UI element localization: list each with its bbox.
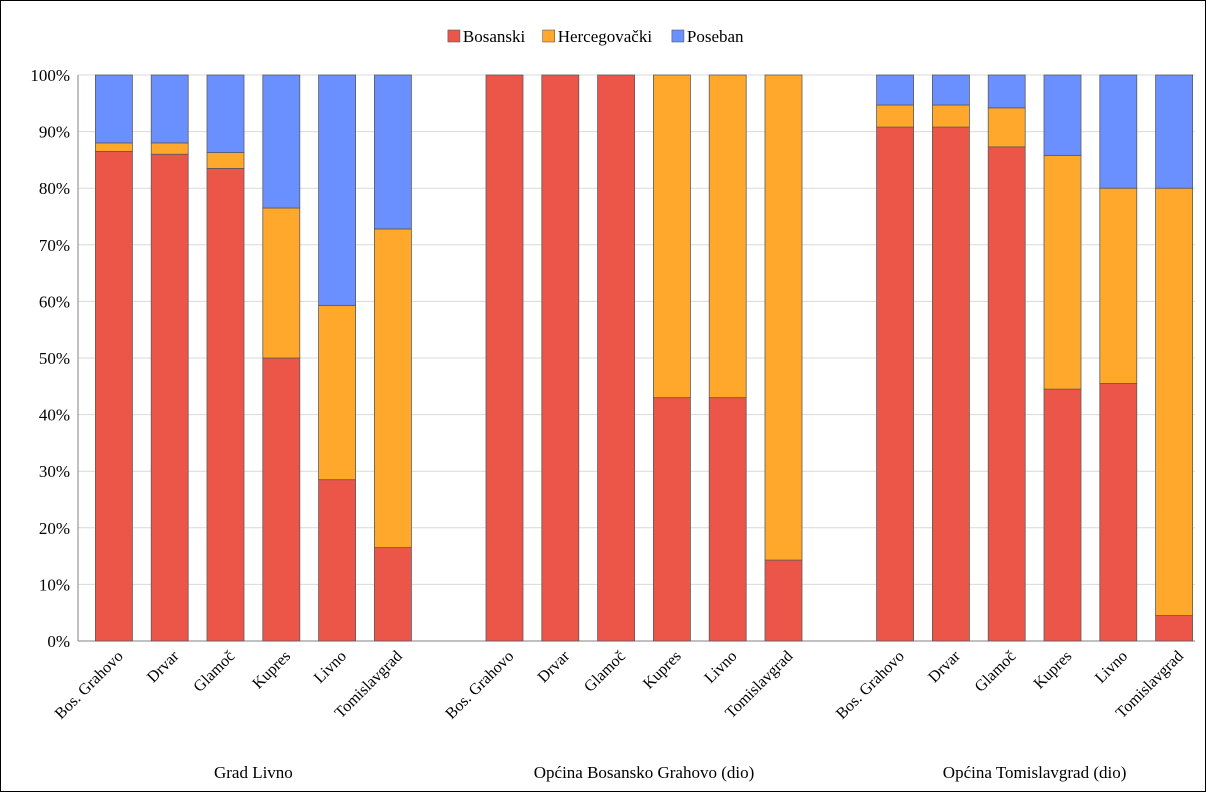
bar-poseban-3-3 [987, 74, 1026, 109]
bar-hercegovaki-1-3 [206, 152, 245, 169]
bar-hercegovaki-2-6 [764, 74, 803, 561]
bar-hercegovaki-3-3 [987, 107, 1026, 148]
y-tick-label: 70% [39, 236, 70, 255]
group-label: Općina Bosansko Grahovo (dio) [534, 763, 755, 782]
bar-bosanski-1-2 [150, 153, 189, 642]
y-tick-label: 20% [39, 519, 70, 538]
y-tick-label: 100% [30, 66, 70, 85]
y-tick-label: 0% [47, 632, 70, 651]
bar-bosanski-1-6 [373, 547, 412, 642]
bar-bosanski-1-5 [318, 479, 357, 642]
bar-hercegovaki-3-6 [1155, 187, 1193, 616]
x-category-label: Glamoč [190, 648, 238, 696]
bar-poseban-3-6 [1155, 74, 1193, 189]
bar-hercegovaki-1-5 [318, 304, 357, 481]
bar-bosanski-2-3 [597, 74, 635, 642]
bar-poseban-1-4 [262, 74, 301, 209]
legend-label: Hercegovački [558, 27, 653, 46]
x-category-label: Drvar [535, 647, 574, 686]
bar-poseban-3-5 [1099, 74, 1138, 189]
bar-bosanski-3-5 [1099, 383, 1138, 642]
x-category-label: Bos. Grahovo [833, 648, 908, 723]
x-category-label: Glamoč [581, 648, 629, 696]
x-category-label: Livno [311, 648, 350, 687]
legend-label: Bosanski [463, 27, 526, 46]
x-category-label: Drvar [925, 647, 964, 686]
x-category-label: Livno [1092, 648, 1131, 687]
bar-hercegovaki-2-5 [708, 74, 747, 399]
bar-hercegovaki-3-2 [932, 104, 970, 128]
x-category-label: Drvar [144, 647, 183, 686]
legend-swatch-3 [671, 29, 685, 43]
bar-hercegovaki-1-6 [373, 228, 412, 549]
bar-bosanski-2-5 [708, 397, 747, 642]
x-category-label: Bos. Grahovo [442, 648, 517, 723]
group-label: Općina Tomislavgrad (dio) [943, 763, 1127, 782]
y-tick-label: 50% [39, 349, 70, 368]
bar-bosanski-3-1 [876, 126, 914, 642]
y-tick-label: 90% [39, 123, 70, 142]
legend-swatch-2 [542, 29, 556, 43]
bar-hercegovaki-1-2 [150, 142, 189, 155]
bar-hercegovaki-3-5 [1099, 187, 1138, 384]
bar-hercegovaki-2-4 [653, 74, 691, 399]
bar-poseban-3-2 [932, 74, 970, 106]
y-tick-label: 40% [39, 406, 70, 425]
bar-bosanski-2-2 [541, 74, 580, 642]
bar-poseban-1-3 [206, 74, 245, 153]
bar-poseban-1-2 [150, 74, 189, 144]
bar-bosanski-1-3 [206, 167, 245, 642]
x-category-label: Bos. Grahovo [52, 648, 127, 723]
bar-bosanski-3-2 [932, 126, 970, 642]
bar-poseban-1-5 [318, 74, 357, 306]
bar-bosanski-1-4 [262, 357, 301, 642]
bar-hercegovaki-3-4 [1043, 154, 1082, 390]
y-tick-label: 60% [39, 292, 70, 311]
bar-hercegovaki-1-1 [95, 142, 133, 152]
x-category-label: Glamoč [972, 648, 1020, 696]
group-label: Grad Livno [214, 763, 293, 782]
y-tick-label: 10% [39, 575, 70, 594]
bar-bosanski-2-1 [485, 74, 524, 642]
legend-swatch-1 [447, 29, 461, 43]
x-category-label: Kupres [249, 648, 294, 693]
bar-poseban-3-4 [1043, 74, 1082, 156]
y-tick-label: 80% [39, 179, 70, 198]
bar-poseban-1-6 [373, 74, 412, 230]
x-category-label: Kupres [640, 648, 685, 693]
bar-hercegovaki-3-1 [876, 104, 914, 128]
bar-bosanski-2-4 [653, 397, 691, 642]
bar-poseban-1-1 [95, 74, 133, 144]
bar-bosanski-3-6 [1155, 615, 1193, 642]
bar-bosanski-3-3 [987, 146, 1026, 642]
x-category-label: Kupres [1031, 648, 1076, 693]
bar-bosanski-2-6 [764, 559, 803, 642]
y-tick-label: 30% [39, 462, 70, 481]
bar-hercegovaki-1-4 [262, 207, 301, 359]
x-category-label: Livno [701, 648, 740, 687]
legend-label: Poseban [687, 27, 744, 46]
bar-bosanski-3-4 [1043, 388, 1082, 642]
bar-bosanski-1-1 [95, 151, 133, 642]
bar-poseban-3-1 [876, 74, 914, 106]
